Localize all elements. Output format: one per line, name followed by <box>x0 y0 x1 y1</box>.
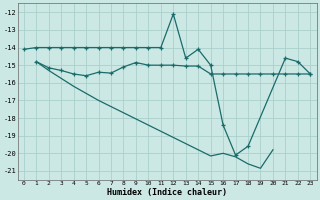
X-axis label: Humidex (Indice chaleur): Humidex (Indice chaleur) <box>107 188 227 197</box>
